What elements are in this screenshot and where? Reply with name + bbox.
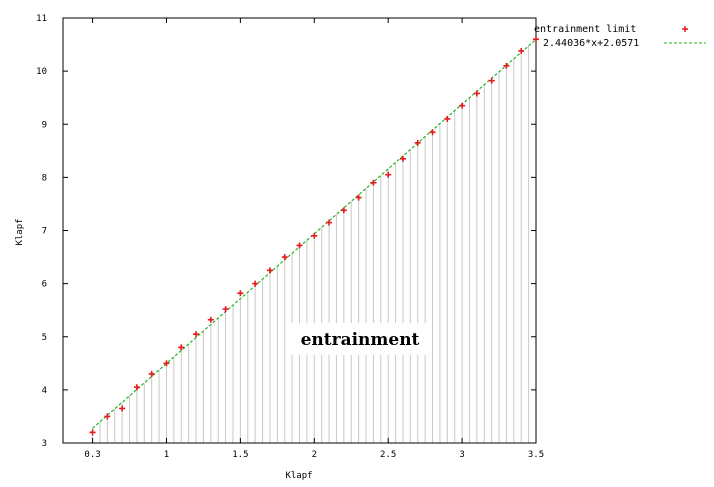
legend-label-fit-line: 2.44036*x+2.0571 <box>543 38 639 49</box>
data-point <box>399 155 406 162</box>
data-point <box>533 36 539 43</box>
x-tick-label: 0.3 <box>84 450 100 460</box>
entrainment-limit-series <box>89 36 539 436</box>
legend: entrainment limit 2.44036*x+2.0571 <box>534 24 706 49</box>
data-point <box>266 267 273 274</box>
annotation-box <box>290 323 430 355</box>
data-point <box>311 232 318 239</box>
y-tick-label: 10 <box>36 67 47 77</box>
data-point <box>133 384 140 391</box>
x-tick-label: 3.5 <box>528 450 544 460</box>
axis-ticks: 0.3 1 1.5 2 2.5 3 3.5 3 4 5 6 7 8 9 10 11 <box>36 14 544 460</box>
data-point <box>89 429 96 436</box>
x-tick-label: 2.5 <box>380 450 396 460</box>
y-tick-label: 5 <box>42 333 47 343</box>
data-point <box>326 219 333 226</box>
data-point <box>237 290 244 297</box>
annotation-text: entrainment <box>301 330 420 350</box>
x-tick-label: 3 <box>459 450 464 460</box>
x-tick-label: 2 <box>312 450 317 460</box>
shaded-region <box>92 39 537 443</box>
data-point <box>207 316 214 323</box>
data-point <box>385 171 392 178</box>
y-tick-label: 8 <box>42 173 47 183</box>
data-point <box>503 62 510 69</box>
data-point <box>488 77 495 84</box>
data-point <box>340 207 347 214</box>
annotation-entrainment: entrainment <box>290 323 430 355</box>
x-tick-label: 1.5 <box>232 450 248 460</box>
data-point <box>104 413 111 420</box>
data-point <box>518 47 525 54</box>
y-tick-label: 11 <box>36 14 47 24</box>
data-point <box>296 242 303 249</box>
data-point <box>163 360 170 367</box>
data-point <box>429 129 436 136</box>
data-point <box>370 179 377 186</box>
data-point <box>414 139 421 146</box>
y-tick-label: 3 <box>42 439 47 449</box>
x-tick-label: 1 <box>164 450 169 460</box>
data-point <box>193 331 200 338</box>
data-point <box>252 280 259 287</box>
data-point <box>119 405 126 412</box>
data-point <box>444 115 451 122</box>
data-point <box>473 90 480 97</box>
data-point <box>355 194 362 201</box>
x-axis-label: Klapf <box>285 471 312 481</box>
y-tick-label: 6 <box>42 280 47 290</box>
data-point <box>222 306 229 313</box>
y-tick-label: 9 <box>42 120 47 130</box>
y-axis-label: Klapf <box>15 218 25 245</box>
data-point <box>459 102 466 109</box>
data-point <box>281 254 288 261</box>
data-point <box>148 370 155 377</box>
legend-label-entrainment-limit: entrainment limit <box>534 24 636 35</box>
y-tick-label: 4 <box>42 386 47 396</box>
y-tick-label: 7 <box>42 227 47 237</box>
data-point <box>178 344 185 351</box>
